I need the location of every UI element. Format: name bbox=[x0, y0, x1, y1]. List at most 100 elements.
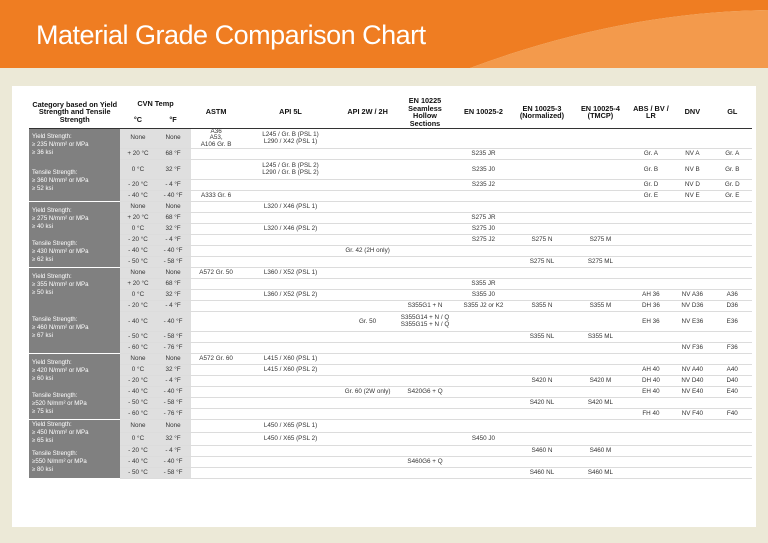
cell-abs bbox=[629, 456, 673, 468]
cell-en10025-3 bbox=[512, 127, 572, 150]
cell-en10025-4 bbox=[571, 408, 630, 421]
cell-abs bbox=[629, 419, 673, 434]
cell-abs: DH 36 bbox=[629, 300, 673, 313]
yield-text: ≥ 50 ksi bbox=[32, 289, 53, 297]
table-row: - 20 °C - 4 °F S420 N S420 M DH 40 NV D40 D40 bbox=[29, 375, 752, 388]
tensile-text: ≥ 460 N/mm² or MPa bbox=[32, 323, 89, 331]
table-row: - 50 °C - 58 °F S420 NL S420 ML bbox=[29, 397, 752, 410]
cell-en10025-3 bbox=[512, 267, 572, 280]
cell-api2w bbox=[339, 267, 396, 280]
cell-gl bbox=[712, 223, 752, 236]
cell-en10225: S420G6 + Q bbox=[395, 386, 455, 399]
cell-c: - 60 °C bbox=[120, 408, 156, 421]
cell-api5l bbox=[241, 456, 340, 468]
cell-en10225: S460G6 + Q bbox=[395, 456, 455, 468]
cell-api2w bbox=[339, 375, 396, 388]
cell-en10225 bbox=[395, 289, 455, 302]
cell-gl: Gr. D bbox=[712, 179, 752, 192]
cell-abs: AH 36 bbox=[629, 289, 673, 302]
cell-dnv bbox=[672, 245, 713, 258]
cell-f: 32 °F bbox=[155, 223, 191, 236]
table-row: - 20 °C - 4 °F S235 J2 Gr. D NV D Gr. D bbox=[29, 179, 752, 192]
cell-en10025-2 bbox=[454, 397, 513, 410]
cell-abs: AH 40 bbox=[629, 364, 673, 377]
tensile-text: ≥ 80 ksi bbox=[32, 466, 53, 474]
cell-gl bbox=[712, 278, 752, 291]
table-row: 0 °C 32 °F L360 / X52 (PSL 2) S355 J0 AH 36 N… bbox=[29, 289, 752, 302]
cell-gl: Gr. E bbox=[712, 190, 752, 203]
cell-en10025-3 bbox=[512, 289, 572, 302]
cell-en10025-2: S235 J0 bbox=[454, 159, 513, 181]
cell-c: - 40 °C bbox=[120, 245, 156, 258]
cell-en10025-2: S275 J0 bbox=[454, 223, 513, 236]
cell-en10025-2: S275 JR bbox=[454, 212, 513, 225]
cell-en10025-3 bbox=[512, 456, 572, 468]
table-row: 0 °C 32 °F L450 / X65 (PSL 2) S450 J0 bbox=[29, 432, 752, 446]
table-row: - 50 °C - 58 °F S355 NL S355 ML bbox=[29, 331, 752, 344]
cell-c: - 40 °C bbox=[120, 190, 156, 203]
cell-f: - 58 °F bbox=[155, 256, 191, 269]
cell-api2w bbox=[339, 300, 396, 313]
cell-en10025-4 bbox=[571, 386, 630, 399]
table-row: Tensile Strength: ≥ 360 N/mm² or MPa ≥ 52 … bbox=[29, 159, 752, 202]
cell-abs bbox=[629, 278, 673, 291]
table-row: + 20 °C 68 °F S235 JR Gr. A NV A Gr. A bbox=[29, 148, 752, 161]
header-astm: ASTM bbox=[190, 97, 242, 129]
tensile-text: ≥ 75 ksi bbox=[32, 407, 53, 415]
table-row: - 60 °C - 76 °F FH 40 NV F40 F40 bbox=[29, 408, 752, 421]
cell-api2w bbox=[339, 148, 396, 161]
cell-api5l: L450 / X65 (PSL 1) bbox=[241, 419, 340, 434]
cell-api2w bbox=[339, 223, 396, 236]
cell-en10025-3: S275 NL bbox=[512, 256, 572, 269]
cell-f: 32 °F bbox=[155, 432, 191, 446]
cell-gl: A36 bbox=[712, 289, 752, 302]
tensile-text: ≥ 430 N/mm² or MPa bbox=[32, 247, 89, 255]
cell-astm bbox=[190, 234, 242, 247]
cell-api5l bbox=[241, 212, 340, 225]
table-row: Tensile Strength: ≥550 N/mm² or MPa ≥ 80 k… bbox=[29, 445, 752, 479]
cell-api5l bbox=[241, 386, 340, 399]
cell-api2w bbox=[339, 456, 396, 468]
cell-astm bbox=[190, 245, 242, 258]
cell-f: - 40 °F bbox=[155, 456, 191, 468]
cell-f: - 40 °F bbox=[155, 311, 191, 333]
table-row: + 20 °C 68 °F S355 JR bbox=[29, 278, 752, 291]
cell-abs bbox=[629, 445, 673, 457]
cell-en10025-2 bbox=[454, 375, 513, 388]
cell-abs bbox=[629, 201, 673, 214]
cell-en10025-3: S460 N bbox=[512, 445, 572, 457]
cell-en10225: S355G14 + N / Q S355G15 + N / Q bbox=[395, 311, 455, 333]
cell-en10025-4 bbox=[571, 179, 630, 192]
cell-en10025-2: S235 JR bbox=[454, 148, 513, 161]
cell-en10225 bbox=[395, 278, 455, 291]
cell-en10025-4 bbox=[571, 267, 630, 280]
cell-gl: F36 bbox=[712, 342, 752, 355]
cell-en10025-2 bbox=[454, 353, 513, 366]
cell-c: + 20 °C bbox=[120, 148, 156, 161]
cell-api2w bbox=[339, 159, 396, 181]
cell-astm bbox=[190, 159, 242, 181]
cell-dnv bbox=[672, 256, 713, 269]
cell-abs bbox=[629, 467, 673, 479]
cell-en10225 bbox=[395, 267, 455, 280]
cell-en10025-2 bbox=[454, 331, 513, 344]
cell-en10225 bbox=[395, 127, 455, 150]
cell-gl bbox=[712, 331, 752, 344]
cell-en10025-2 bbox=[454, 190, 513, 203]
cell-en10025-2: S275 J2 bbox=[454, 234, 513, 247]
cell-abs bbox=[629, 212, 673, 225]
cell-en10025-3 bbox=[512, 364, 572, 377]
cell-c: None bbox=[120, 127, 156, 150]
cell-gl: D36 bbox=[712, 300, 752, 313]
cell-f: None bbox=[155, 267, 191, 280]
cell-f: None bbox=[155, 419, 191, 434]
group-1-yield-label: Yield Strength: ≥ 235 N/mm² or MPa ≥ 36 ks… bbox=[29, 127, 121, 160]
cell-en10025-2 bbox=[454, 201, 513, 214]
cell-astm bbox=[190, 342, 242, 355]
cell-gl bbox=[712, 201, 752, 214]
cell-astm bbox=[190, 331, 242, 344]
cell-dnv: NV D36 bbox=[672, 300, 713, 313]
table-row: + 20 °C 68 °F S275 JR bbox=[29, 212, 752, 225]
cell-f: 32 °F bbox=[155, 364, 191, 377]
yield-text: Yield Strength: bbox=[32, 359, 72, 367]
